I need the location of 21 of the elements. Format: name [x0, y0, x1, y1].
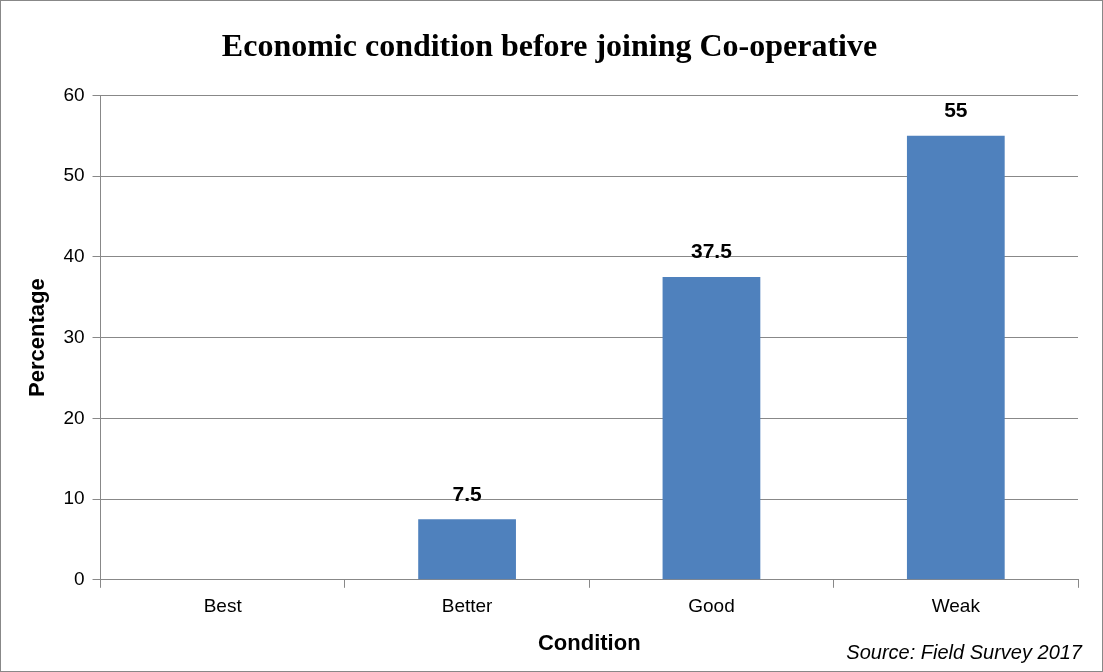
y-tick-label: 30 — [63, 325, 85, 347]
x-tick-label: Best — [203, 595, 243, 617]
y-tick-label: 60 — [63, 83, 85, 105]
data-label: 37.5 — [691, 239, 733, 263]
x-tick-label: Good — [688, 595, 735, 617]
x-tick-label: Better — [441, 595, 494, 617]
data-label: 55 — [944, 98, 968, 122]
chart-title: Economic condition before joining Co-operative — [221, 27, 878, 64]
y-tick-label: 50 — [63, 164, 85, 186]
y-tick-label: 40 — [63, 245, 85, 267]
source-note: Source: Field Survey 2017 — [846, 640, 1083, 663]
y-tick-label: 0 — [73, 568, 85, 590]
y-axis-title: Percentage — [24, 278, 50, 397]
bar — [906, 135, 1005, 580]
bar — [662, 277, 761, 580]
y-tick-label: 10 — [63, 487, 85, 509]
x-tick-label: Weak — [931, 595, 981, 617]
y-tick-label: 20 — [63, 406, 85, 428]
bar — [418, 519, 516, 580]
x-axis-title: Condition — [537, 629, 641, 655]
data-label: 7.5 — [452, 481, 482, 505]
